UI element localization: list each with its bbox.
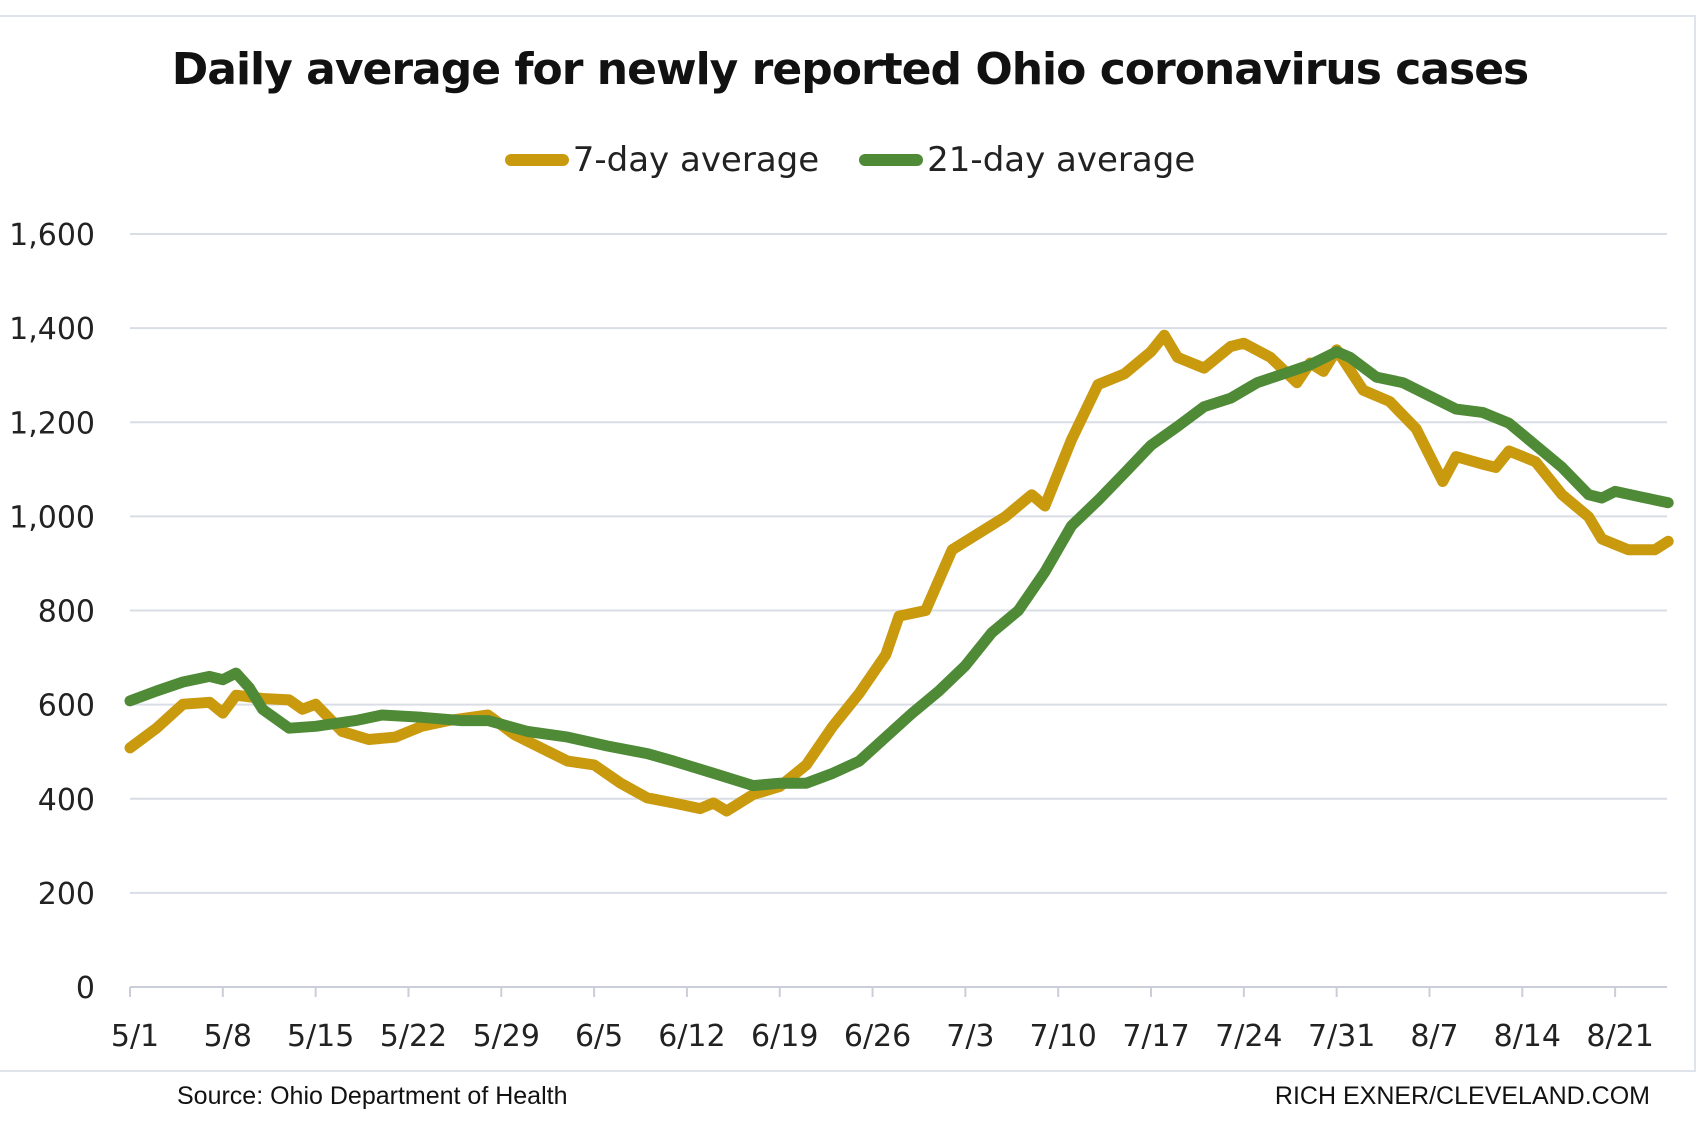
y-tick-label: 0	[76, 971, 95, 1006]
legend-label-21-day: 21-day average	[927, 140, 1196, 180]
legend-label-7-day: 7-day average	[572, 140, 820, 180]
source-note: Source: Ohio Department of Health	[177, 1082, 568, 1110]
x-tick-label: 5/29	[473, 1019, 540, 1054]
y-tick-label: 1,600	[9, 218, 95, 253]
x-tick-label: 8/21	[1586, 1019, 1653, 1054]
x-tick-label: 7/10	[1030, 1019, 1097, 1054]
x-tick-label: 5/8	[204, 1019, 252, 1054]
x-tick-label: 8/14	[1494, 1019, 1561, 1054]
series-line-7-day	[124, 329, 1674, 817]
series-line-21-day	[124, 346, 1674, 792]
legend: 7-day average 21-day average	[0, 140, 1700, 180]
x-tick-label: 7/17	[1122, 1019, 1189, 1054]
x-tick-label: 5/15	[287, 1019, 354, 1054]
y-tick-label: 1,400	[9, 312, 95, 347]
x-tick-label: 6/19	[751, 1019, 818, 1054]
y-tick-label: 600	[38, 689, 95, 724]
x-tick-label: 5/1	[111, 1019, 159, 1054]
x-tick-label: 6/12	[658, 1019, 725, 1054]
y-tick-label: 1,000	[9, 500, 95, 535]
x-tick-label: 7/24	[1215, 1019, 1282, 1054]
y-tick-label: 1,200	[9, 406, 95, 441]
x-tick-label: 7/3	[946, 1019, 994, 1054]
y-tick-label: 200	[38, 877, 95, 912]
x-tick-label: 6/26	[844, 1019, 911, 1054]
credit-note: RICH EXNER/CLEVELAND.COM	[1274, 1082, 1650, 1110]
x-tick-label: 8/7	[1410, 1019, 1458, 1054]
x-tick-label: 7/31	[1308, 1019, 1375, 1054]
x-tick-label: 5/22	[380, 1019, 447, 1054]
chart-title: Daily average for newly reported Ohio co…	[171, 44, 1529, 95]
x-tick-label: 6/5	[575, 1019, 623, 1054]
legend-swatch-21-day	[859, 154, 924, 166]
chart-frame	[0, 15, 1696, 1072]
legend-item-21-day: 21-day average	[859, 140, 1195, 180]
y-tick-label: 400	[38, 783, 95, 818]
legend-swatch-7-day	[504, 154, 569, 166]
legend-item-7-day: 7-day average	[504, 140, 820, 180]
y-tick-label: 800	[38, 595, 95, 630]
